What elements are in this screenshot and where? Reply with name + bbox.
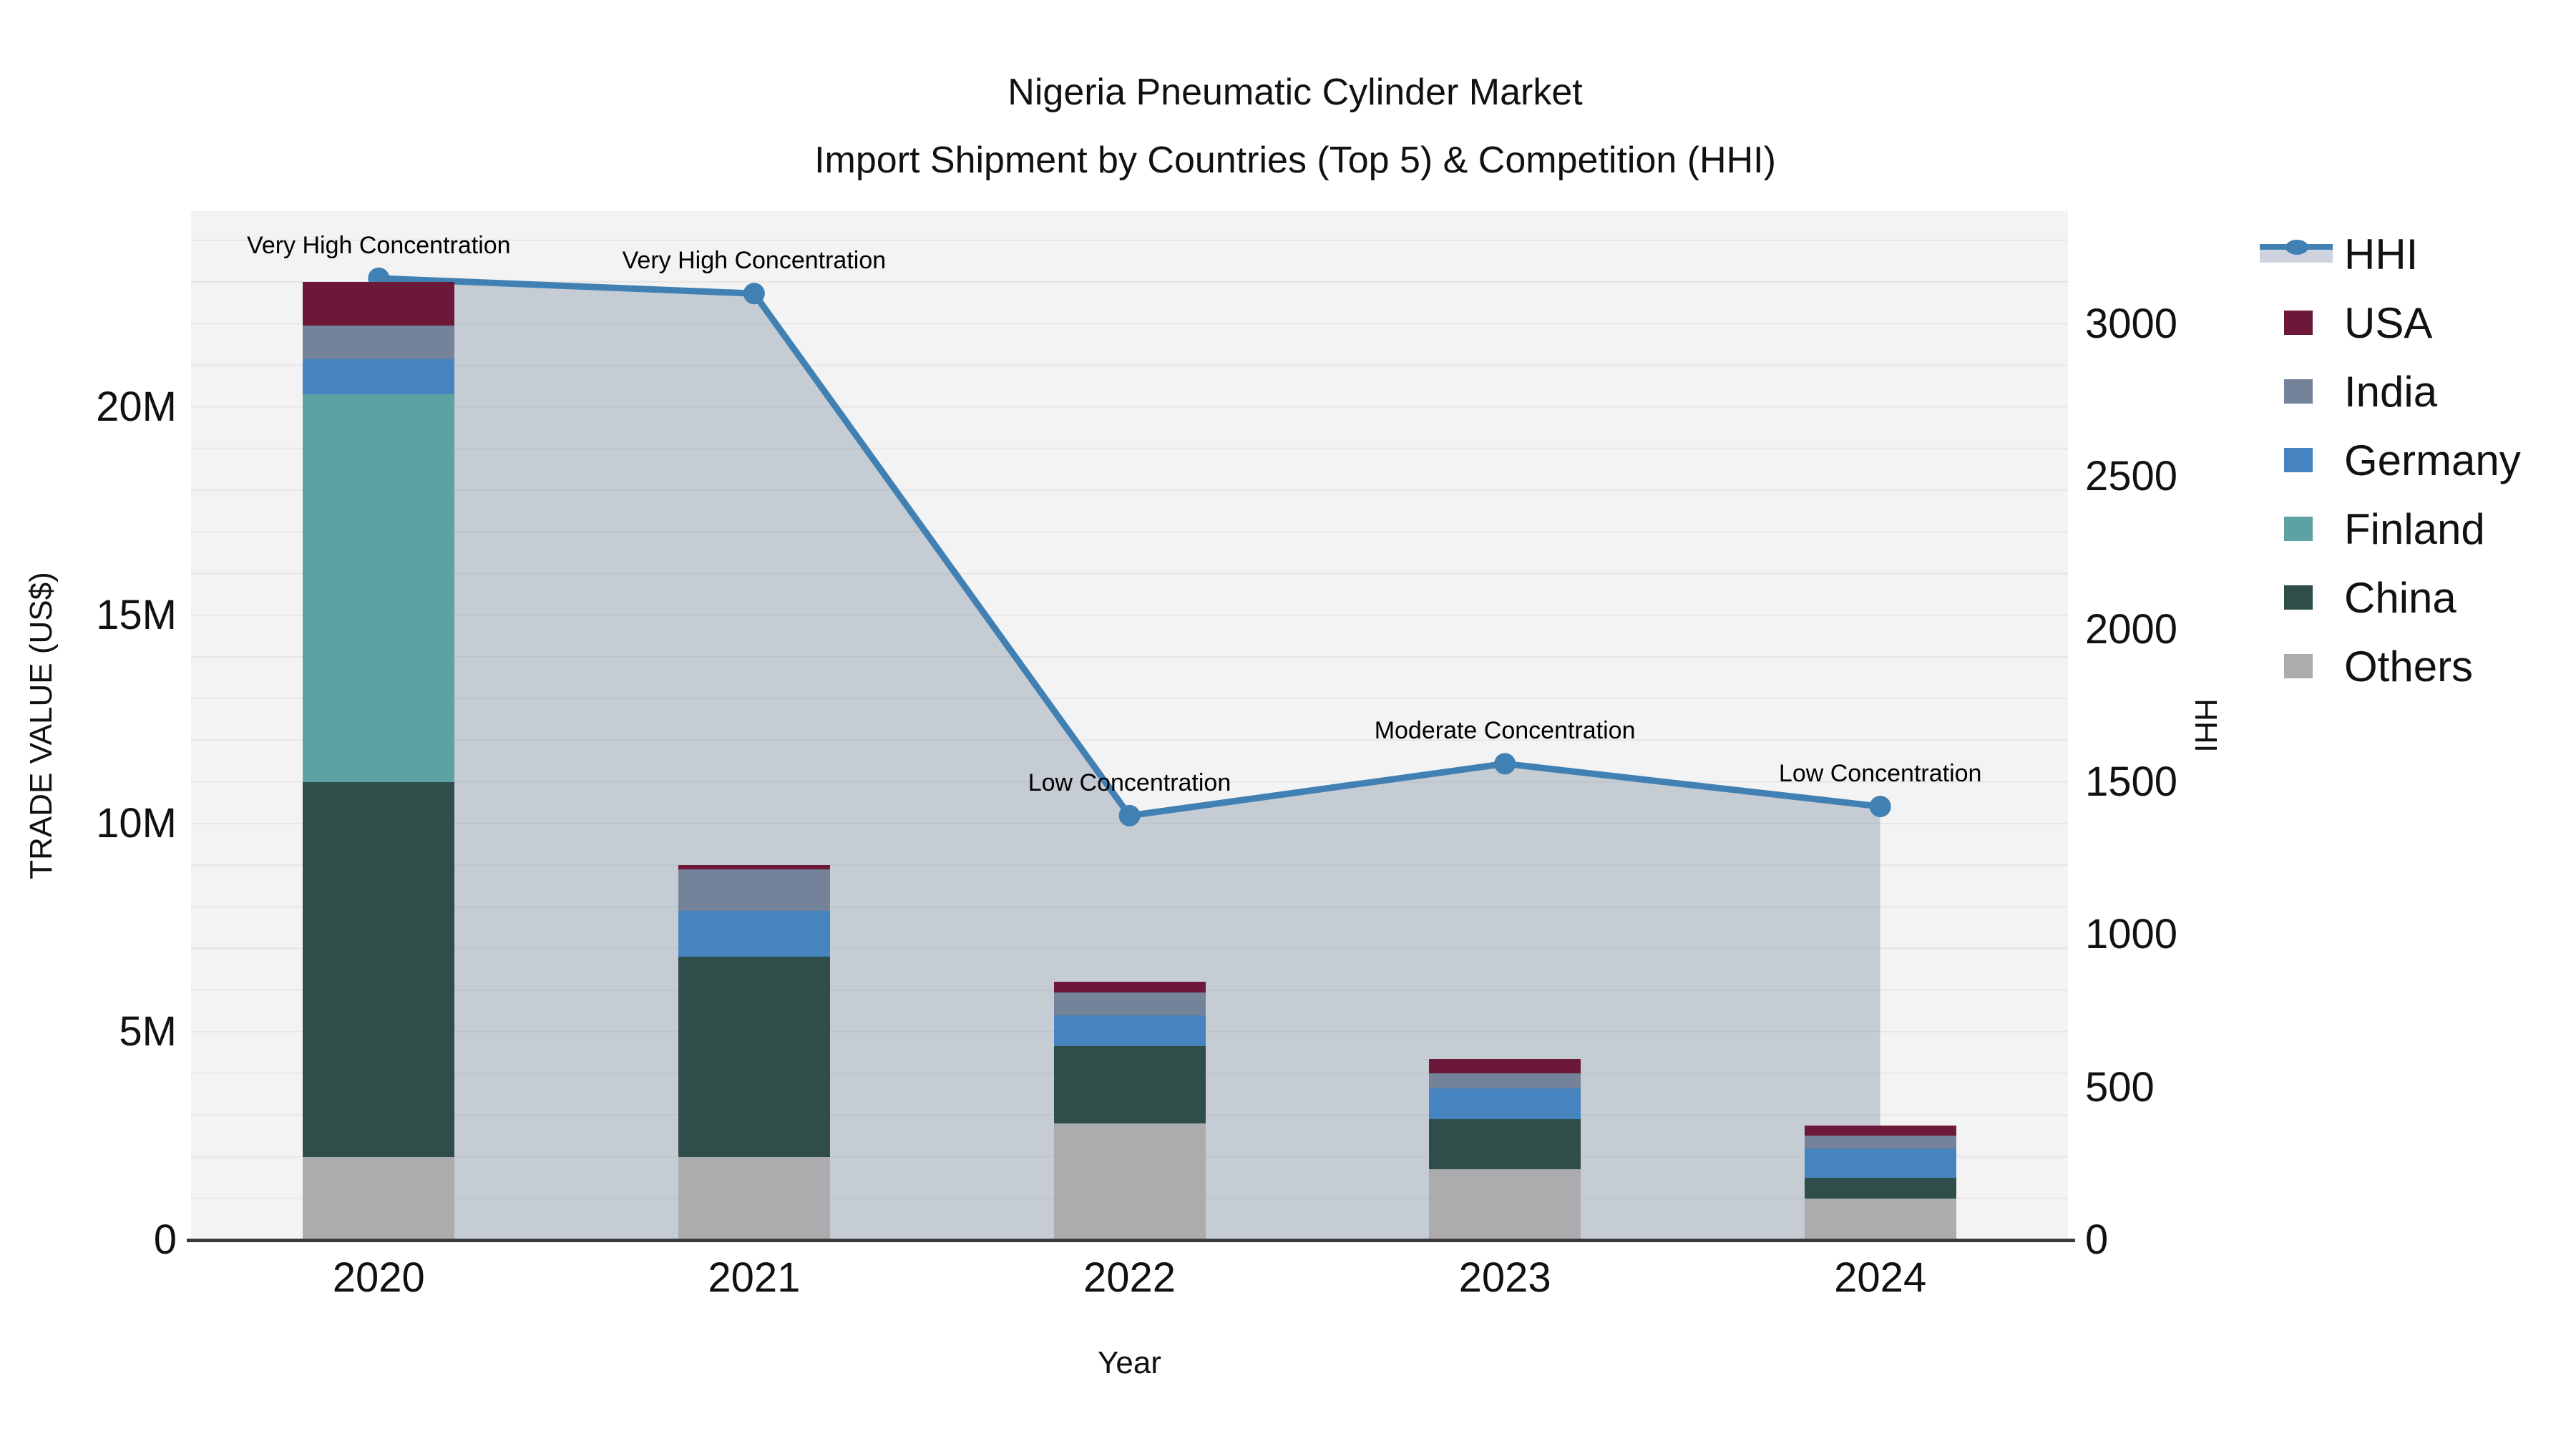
- legend-label-hhi: HHI: [2344, 230, 2419, 278]
- bar-segment-others-2020: [303, 1156, 455, 1240]
- bar-segment-usa-2024: [1804, 1125, 1956, 1136]
- annotation-2020: Very High Concentration: [247, 231, 511, 259]
- chart-subtitle: Import Shipment by Countries (Top 5) & C…: [814, 140, 1776, 181]
- legend-swatch-china: [2284, 585, 2313, 610]
- bar-segment-usa-2022: [1053, 982, 1206, 992]
- bar-segment-usa-2020: [303, 281, 455, 326]
- legend-label-india: India: [2344, 367, 2438, 416]
- y-left-tick-label-10M: 10M: [96, 799, 177, 847]
- hhi-area-swatch: [2260, 247, 2333, 263]
- annotation-2022: Low Concentration: [1028, 769, 1231, 796]
- bar-segment-china-2024: [1804, 1177, 1956, 1199]
- y-right-tick-label-0: 0: [2085, 1216, 2109, 1263]
- legend-symbol-china: [2254, 576, 2337, 619]
- bar-segment-germany-2022: [1053, 1015, 1206, 1047]
- legend-symbol-india: [2254, 370, 2337, 413]
- legend-symbol-hhi: [2254, 233, 2337, 275]
- legend-item-others: Others: [2254, 632, 2521, 701]
- legend-swatch-usa: [2284, 311, 2313, 335]
- y-left-tick-label-0: 0: [153, 1216, 177, 1263]
- legend-item-germany: Germany: [2254, 426, 2521, 494]
- x-tick-label-2020: 2020: [332, 1254, 425, 1301]
- hhi-marker-2021: [743, 283, 765, 305]
- hhi-marker-2022: [1118, 804, 1141, 826]
- plot-area: [191, 211, 2068, 1240]
- x-axis-line: [187, 1239, 2075, 1242]
- legend-swatch-india: [2284, 379, 2313, 404]
- y-right-tick-label-3000: 3000: [2085, 300, 2178, 347]
- bar-segment-others-2023: [1429, 1169, 1581, 1240]
- bar-segment-india-2021: [678, 869, 830, 912]
- bar-segment-germany-2020: [303, 358, 455, 395]
- x-tick-label-2021: 2021: [708, 1254, 801, 1301]
- x-tick-label-2023: 2023: [1458, 1254, 1551, 1301]
- bar-segment-india-2023: [1429, 1073, 1581, 1088]
- hhi-marker-2023: [1494, 753, 1516, 775]
- bar-segment-usa-2023: [1429, 1058, 1581, 1074]
- bar-segment-germany-2021: [678, 911, 830, 957]
- hhi-marker-2024: [1869, 796, 1891, 818]
- annotation-2021: Very High Concentration: [622, 247, 887, 275]
- bar-segment-india-2020: [303, 326, 455, 359]
- legend-item-usa: USA: [2254, 288, 2521, 357]
- y-left-tick-label-20M: 20M: [96, 383, 177, 430]
- bar-segment-germany-2023: [1429, 1088, 1581, 1120]
- legend-label-others: Others: [2344, 642, 2474, 691]
- y-left-tick-label-15M: 15M: [96, 591, 177, 638]
- y-axis-right-title: HHI: [2188, 698, 2223, 753]
- y-right-tick-label-2000: 2000: [2085, 605, 2178, 653]
- legend-swatch-others: [2284, 654, 2313, 678]
- x-axis-title: Year: [1098, 1345, 1161, 1380]
- legend-item-china: China: [2254, 563, 2521, 632]
- legend-symbol-finland: [2254, 507, 2337, 550]
- legend-label-finland: Finland: [2344, 504, 2485, 553]
- legend: HHI USA India Germany Finland China Others: [2254, 220, 2521, 701]
- bar-segment-others-2022: [1053, 1123, 1206, 1240]
- legend-symbol-others: [2254, 645, 2337, 688]
- legend-symbol-usa: [2254, 301, 2337, 344]
- legend-label-usa: USA: [2344, 298, 2433, 347]
- chart-title: Nigeria Pneumatic Cylinder Market: [1008, 72, 1583, 113]
- y-right-tick-label-500: 500: [2085, 1063, 2155, 1111]
- legend-item-india: India: [2254, 357, 2521, 426]
- legend-item-hhi: HHI: [2254, 220, 2521, 288]
- legend-swatch-germany: [2284, 448, 2313, 472]
- legend-symbol-germany: [2254, 439, 2337, 482]
- legend-label-china: China: [2344, 573, 2457, 622]
- y-right-tick-label-1000: 1000: [2085, 911, 2178, 958]
- y-right-tick-label-1500: 1500: [2085, 758, 2178, 805]
- bar-segment-india-2024: [1804, 1136, 1956, 1148]
- bar-segment-china-2020: [303, 781, 455, 1157]
- hhi-marker-swatch: [2285, 240, 2308, 255]
- bar-segment-china-2021: [678, 957, 830, 1157]
- legend-item-finland: Finland: [2254, 494, 2521, 563]
- bar-segment-china-2023: [1429, 1119, 1581, 1170]
- x-tick-label-2022: 2022: [1083, 1254, 1176, 1301]
- legend-label-germany: Germany: [2344, 436, 2521, 484]
- bar-segment-others-2021: [678, 1156, 830, 1240]
- legend-swatch-finland: [2284, 517, 2313, 541]
- x-tick-label-2024: 2024: [1834, 1254, 1927, 1301]
- bar-segment-india-2022: [1053, 992, 1206, 1015]
- bar-segment-germany-2024: [1804, 1148, 1956, 1178]
- bar-segment-china-2022: [1053, 1046, 1206, 1123]
- bar-segment-usa-2021: [678, 865, 830, 869]
- annotation-2023: Moderate Concentration: [1374, 717, 1636, 745]
- bar-segment-others-2024: [1804, 1198, 1956, 1240]
- y-left-tick-label-5M: 5M: [119, 1008, 177, 1055]
- bar-segment-finland-2020: [303, 394, 455, 782]
- annotation-2024: Low Concentration: [1778, 760, 1982, 788]
- y-right-tick-label-2500: 2500: [2085, 453, 2178, 500]
